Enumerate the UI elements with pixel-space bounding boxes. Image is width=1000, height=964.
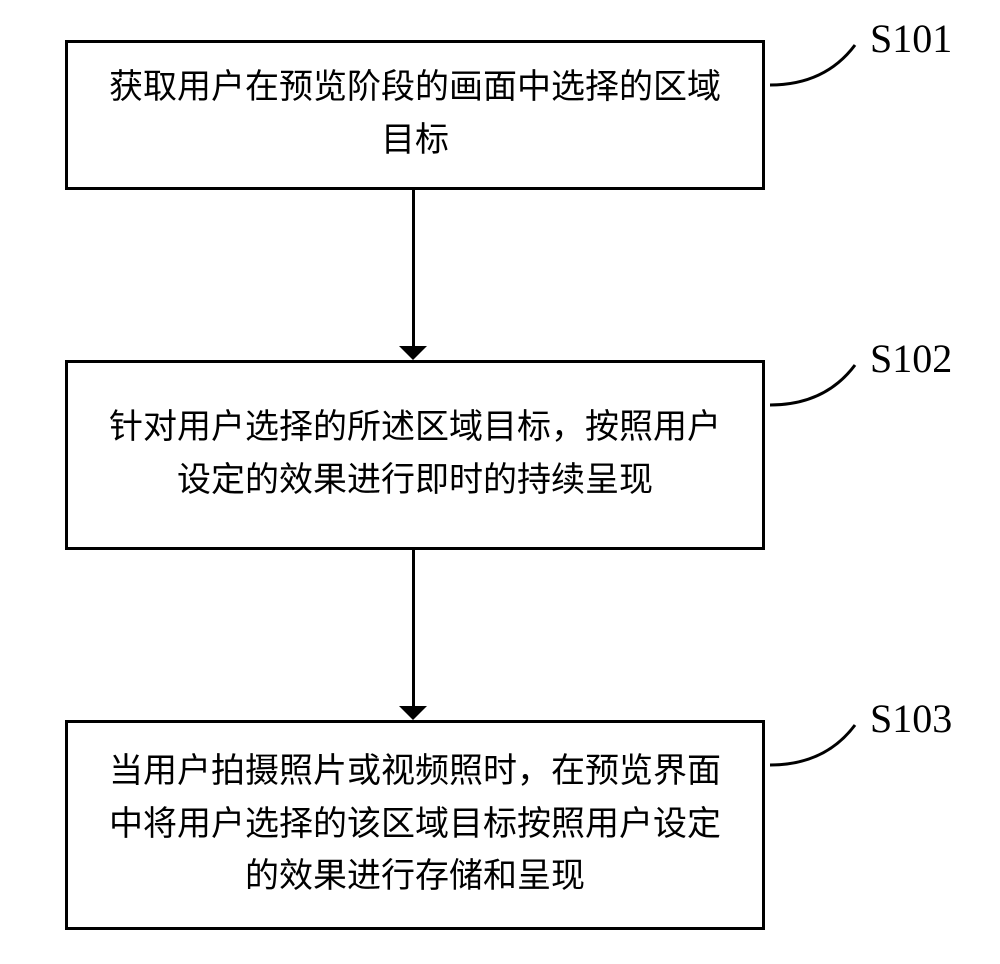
step-label-s103: S103 — [870, 695, 952, 742]
step-label-s102: S102 — [870, 335, 952, 382]
flow-edge-arrowhead — [399, 346, 427, 360]
flow-node-s103: 当用户拍摄照片或视频照时，在预览界面中将用户选择的该区域目标按照用户设定的效果进… — [65, 720, 765, 930]
flow-edge-arrowhead — [399, 706, 427, 720]
flow-edge-line — [412, 550, 415, 706]
flow-node-text: 针对用户选择的所述区域目标，按照用户设定的效果进行即时的持续呈现 — [98, 402, 732, 507]
flow-node-s102: 针对用户选择的所述区域目标，按照用户设定的效果进行即时的持续呈现 — [65, 360, 765, 550]
flow-node-text: 获取用户在预览阶段的画面中选择的区域目标 — [98, 62, 732, 167]
step-label-s101: S101 — [870, 15, 952, 62]
flow-node-text: 当用户拍摄照片或视频照时，在预览界面中将用户选择的该区域目标按照用户设定的效果进… — [98, 746, 732, 904]
flow-edge-line — [412, 190, 415, 346]
flowchart-canvas: 获取用户在预览阶段的画面中选择的区域目标 S101 针对用户选择的所述区域目标，… — [0, 0, 1000, 964]
flow-node-s101: 获取用户在预览阶段的画面中选择的区域目标 — [65, 40, 765, 190]
